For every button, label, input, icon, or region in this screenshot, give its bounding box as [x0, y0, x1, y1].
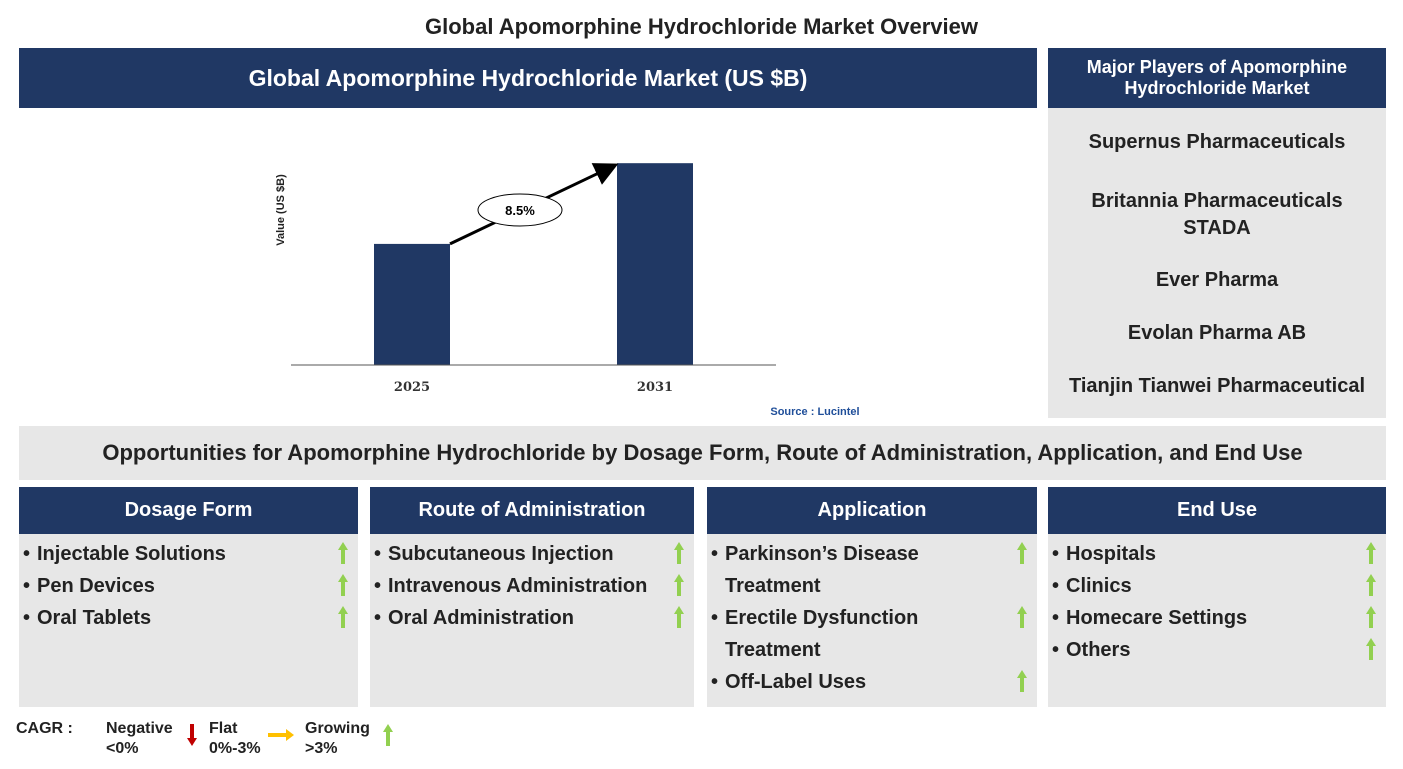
players-title: Major Players of Apomorphine Hydrochlori…: [1048, 48, 1386, 108]
segment-item: Homecare Settings: [1052, 602, 1386, 634]
player-name: Ever Pharma: [1155, 269, 1279, 291]
arrow-icon: [1017, 542, 1027, 564]
player-name: Tianjin Tianwei Pharmaceutical: [1068, 375, 1366, 397]
player-name: Supernus Pharmaceuticals: [1088, 131, 1346, 153]
legend-name: Negative: [106, 720, 173, 737]
arrow-icon: [268, 729, 294, 741]
arrow-icon: [338, 606, 348, 628]
arrow-icon: [383, 724, 393, 746]
legend-label: CAGR :: [16, 720, 73, 737]
arrow-icon: [674, 606, 684, 628]
legend-name: Growing: [305, 720, 370, 737]
segment-item: Clinics: [1052, 570, 1386, 602]
segment-item: Parkinson’s Disease Treatment: [711, 538, 1037, 602]
x-tick-label: 2031: [637, 380, 673, 395]
segment-item: Injectable Solutions: [23, 538, 358, 570]
player-name: STADA: [1183, 217, 1251, 239]
segment-item: Off-Label Uses: [711, 666, 1037, 698]
cagr-label: 8.5%: [505, 203, 535, 218]
cagr-bubble: [477, 193, 563, 227]
arrow-icon: [1017, 670, 1027, 692]
x-tick-label: 2025: [394, 380, 430, 395]
legend-arrow: [268, 728, 294, 746]
page-title: Global Apomorphine Hydrochloride Market …: [425, 14, 978, 39]
segment-item: Subcutaneous Injection: [374, 538, 694, 570]
arrow-icon: [674, 574, 684, 596]
chart-title: Global Apomorphine Hydrochloride Market …: [19, 48, 1037, 108]
arrow-icon: [338, 542, 348, 564]
source: Source : Lucintel: [770, 406, 859, 418]
arrow-icon: [1017, 606, 1027, 628]
segment-title: Application: [707, 487, 1037, 534]
y-axis-label: Value (US $B): [275, 174, 287, 246]
legend-arrow: [383, 724, 393, 751]
arrow-icon: [187, 724, 197, 746]
arrow-icon: [338, 574, 348, 596]
segment-item: Intravenous Administration: [374, 570, 694, 602]
legend-range: 0%-3%: [209, 740, 261, 757]
segment-item: Oral Administration: [374, 602, 694, 634]
segment-title: End Use: [1048, 487, 1386, 534]
legend-arrow: [187, 724, 197, 751]
segment-body: Parkinson’s Disease TreatmentErectile Dy…: [707, 534, 1037, 707]
arrow-icon: [674, 542, 684, 564]
arrow-icon: [1366, 542, 1376, 564]
opportunities-title: Opportunities for Apomorphine Hydrochlor…: [19, 426, 1386, 480]
segment-body: Injectable SolutionsPen DevicesOral Tabl…: [19, 534, 358, 707]
segment-item: Others: [1052, 634, 1386, 666]
segment-title: Dosage Form: [19, 487, 358, 534]
player-name: Evolan Pharma AB: [1127, 322, 1307, 344]
chart: 2025 2031 Value (US $B) 8.5% Source : Lucint…: [275, 163, 860, 418]
bar: [617, 163, 693, 365]
arrow-icon: [1366, 638, 1376, 660]
segment-item: Pen Devices: [23, 570, 358, 602]
segment-item: Hospitals: [1052, 538, 1386, 570]
arrow-icon: [1366, 574, 1376, 596]
segment-body: HospitalsClinicsHomecare SettingsOthers: [1048, 534, 1386, 707]
legend-name: Flat: [209, 720, 238, 737]
players-panel: Supernus Pharmaceuticals Britannia Pharma…: [1048, 108, 1386, 418]
segment-title: Route of Administration: [370, 487, 694, 534]
legend-range: <0%: [106, 740, 139, 757]
segment-body: Subcutaneous InjectionIntravenous Admini…: [370, 534, 694, 707]
arrow-icon: [1366, 606, 1376, 628]
segment-item: Oral Tablets: [23, 602, 358, 634]
legend-range: >3%: [305, 740, 338, 757]
bar: [374, 243, 450, 365]
player-name: Britannia Pharmaceuticals: [1091, 190, 1343, 212]
segment-item: Erectile Dysfunction Treatment: [711, 602, 1037, 666]
